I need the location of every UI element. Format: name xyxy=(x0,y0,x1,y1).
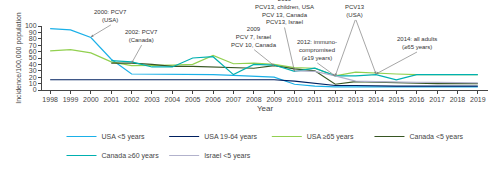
svg-text:2009PCV 7, IsraelPCV 10, Canad: 2009PCV 7, IsraelPCV 10, Canada xyxy=(231,26,277,48)
svg-text:100: 100 xyxy=(25,22,37,29)
svg-text:2009: 2009 xyxy=(266,96,282,103)
svg-text:2001: 2001 xyxy=(103,96,119,103)
svg-text:20: 20 xyxy=(29,74,37,81)
svg-text:2000: PCV7(USA): 2000: PCV7(USA) xyxy=(94,9,127,23)
svg-text:Incidence/100,000 population: Incidence/100,000 population xyxy=(15,12,23,104)
svg-text:2008: 2008 xyxy=(246,96,262,103)
svg-text:2000: 2000 xyxy=(83,96,99,103)
svg-text:2010: 2010 xyxy=(287,96,303,103)
svg-text:2012: immuno-compromised(≥19 y: 2012: immuno-compromised(≥19 years) xyxy=(297,39,337,61)
svg-text:2004: 2004 xyxy=(165,96,181,103)
svg-text:2016: 2016 xyxy=(409,96,425,103)
svg-text:60: 60 xyxy=(29,48,37,55)
svg-text:USA ≥65 years: USA ≥65 years xyxy=(307,133,354,141)
svg-text:PCV13(USA): PCV13(USA) xyxy=(345,4,365,18)
svg-text:2003: 2003 xyxy=(144,96,160,103)
svg-text:2014: all adults(≥65 years): 2014: all adults(≥65 years) xyxy=(397,36,437,50)
svg-text:50: 50 xyxy=(29,54,37,61)
svg-text:2018: 2018 xyxy=(450,96,466,103)
svg-text:2017: 2017 xyxy=(429,96,445,103)
svg-text:2006: 2006 xyxy=(205,96,221,103)
svg-text:70: 70 xyxy=(29,42,37,49)
svg-text:40: 40 xyxy=(29,61,37,68)
svg-text:2010PCV13, children, USAPCV 13: 2010PCV13, children, USAPCV 13, CanadaPC… xyxy=(255,0,314,25)
svg-text:2011: 2011 xyxy=(307,96,322,103)
svg-text:2002: 2002 xyxy=(124,96,140,103)
svg-text:0: 0 xyxy=(33,86,37,93)
svg-text:2007: 2007 xyxy=(226,96,242,103)
svg-text:2002: PCV7(Canada): 2002: PCV7(Canada) xyxy=(125,29,158,43)
svg-text:90: 90 xyxy=(29,29,37,36)
svg-text:2012: 2012 xyxy=(327,96,343,103)
svg-text:USA 19-64 years: USA 19-64 years xyxy=(204,133,257,141)
svg-text:Canada ≥60 years: Canada ≥60 years xyxy=(102,152,160,160)
svg-text:10: 10 xyxy=(29,80,37,87)
svg-text:30: 30 xyxy=(29,67,37,74)
svg-text:80: 80 xyxy=(29,35,37,42)
svg-text:Canada <5 years: Canada <5 years xyxy=(409,133,463,141)
svg-text:1999: 1999 xyxy=(63,96,79,103)
svg-text:2005: 2005 xyxy=(185,96,201,103)
svg-text:2013: 2013 xyxy=(348,96,364,103)
svg-text:Israel <5 years: Israel <5 years xyxy=(204,152,251,160)
svg-text:Year: Year xyxy=(257,104,274,113)
svg-text:2015: 2015 xyxy=(389,96,405,103)
svg-text:2019: 2019 xyxy=(470,96,486,103)
svg-text:USA <5 years: USA <5 years xyxy=(102,133,145,141)
svg-text:1998: 1998 xyxy=(42,96,58,103)
svg-text:2014: 2014 xyxy=(368,96,384,103)
